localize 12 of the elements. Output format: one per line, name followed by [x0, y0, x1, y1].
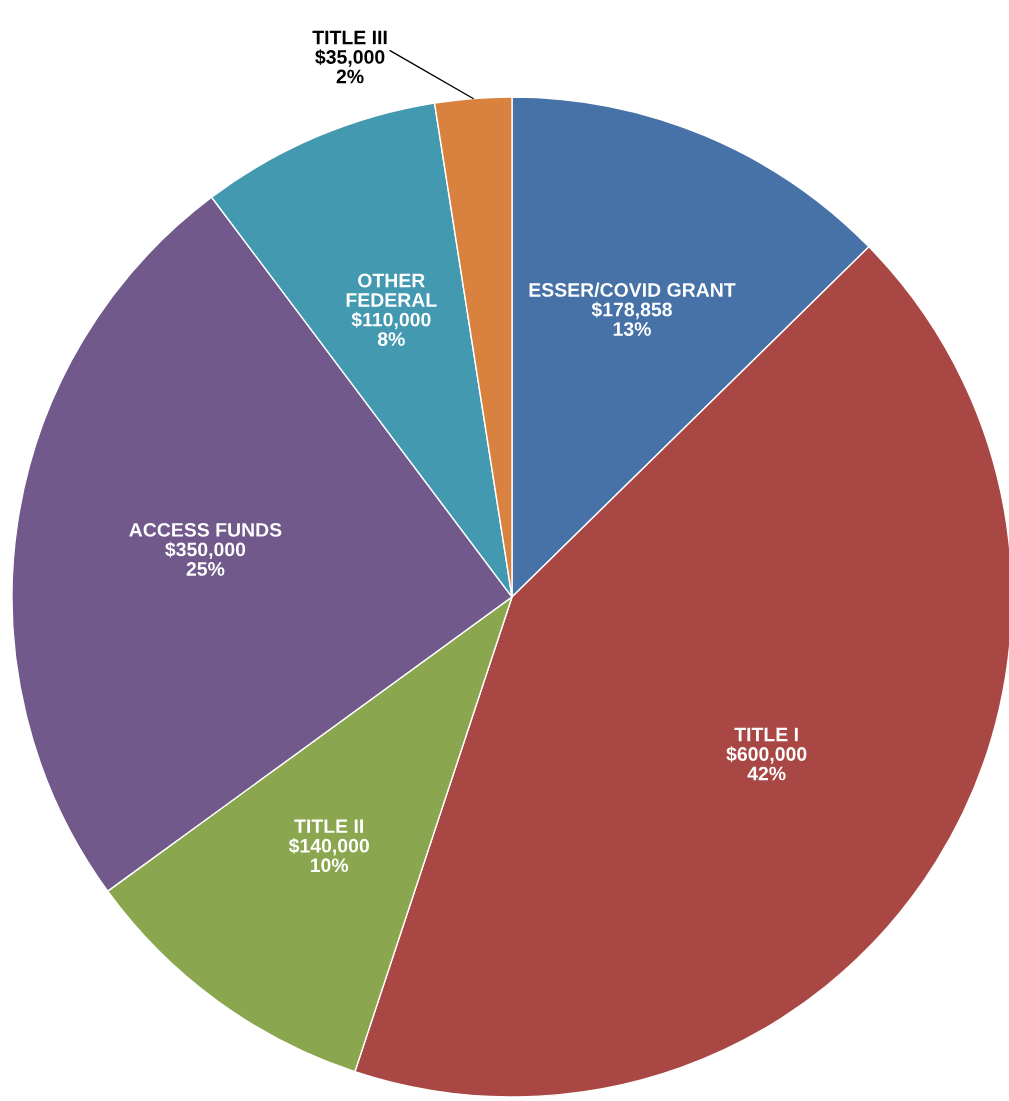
- data-label: $35,000 2%: [315, 49, 385, 84]
- data-label: $140,000 10%: [288, 837, 369, 873]
- data-label: $350,000 25%: [165, 541, 246, 576]
- slice-label: ESSER/COVID GRANT: [529, 282, 736, 298]
- slice-label: TITLE III: [312, 30, 387, 45]
- slice-label: OTHER FEDERAL: [346, 273, 437, 307]
- data-label: $110,000 8%: [351, 311, 431, 346]
- data-label: $600,000 42%: [726, 746, 807, 781]
- data-label: $178,858 13%: [591, 301, 672, 336]
- slice-label: ACCESS FUNDS: [129, 522, 282, 537]
- slice-label: TITLE I: [734, 727, 798, 742]
- slice-label: TITLE II: [294, 819, 363, 833]
